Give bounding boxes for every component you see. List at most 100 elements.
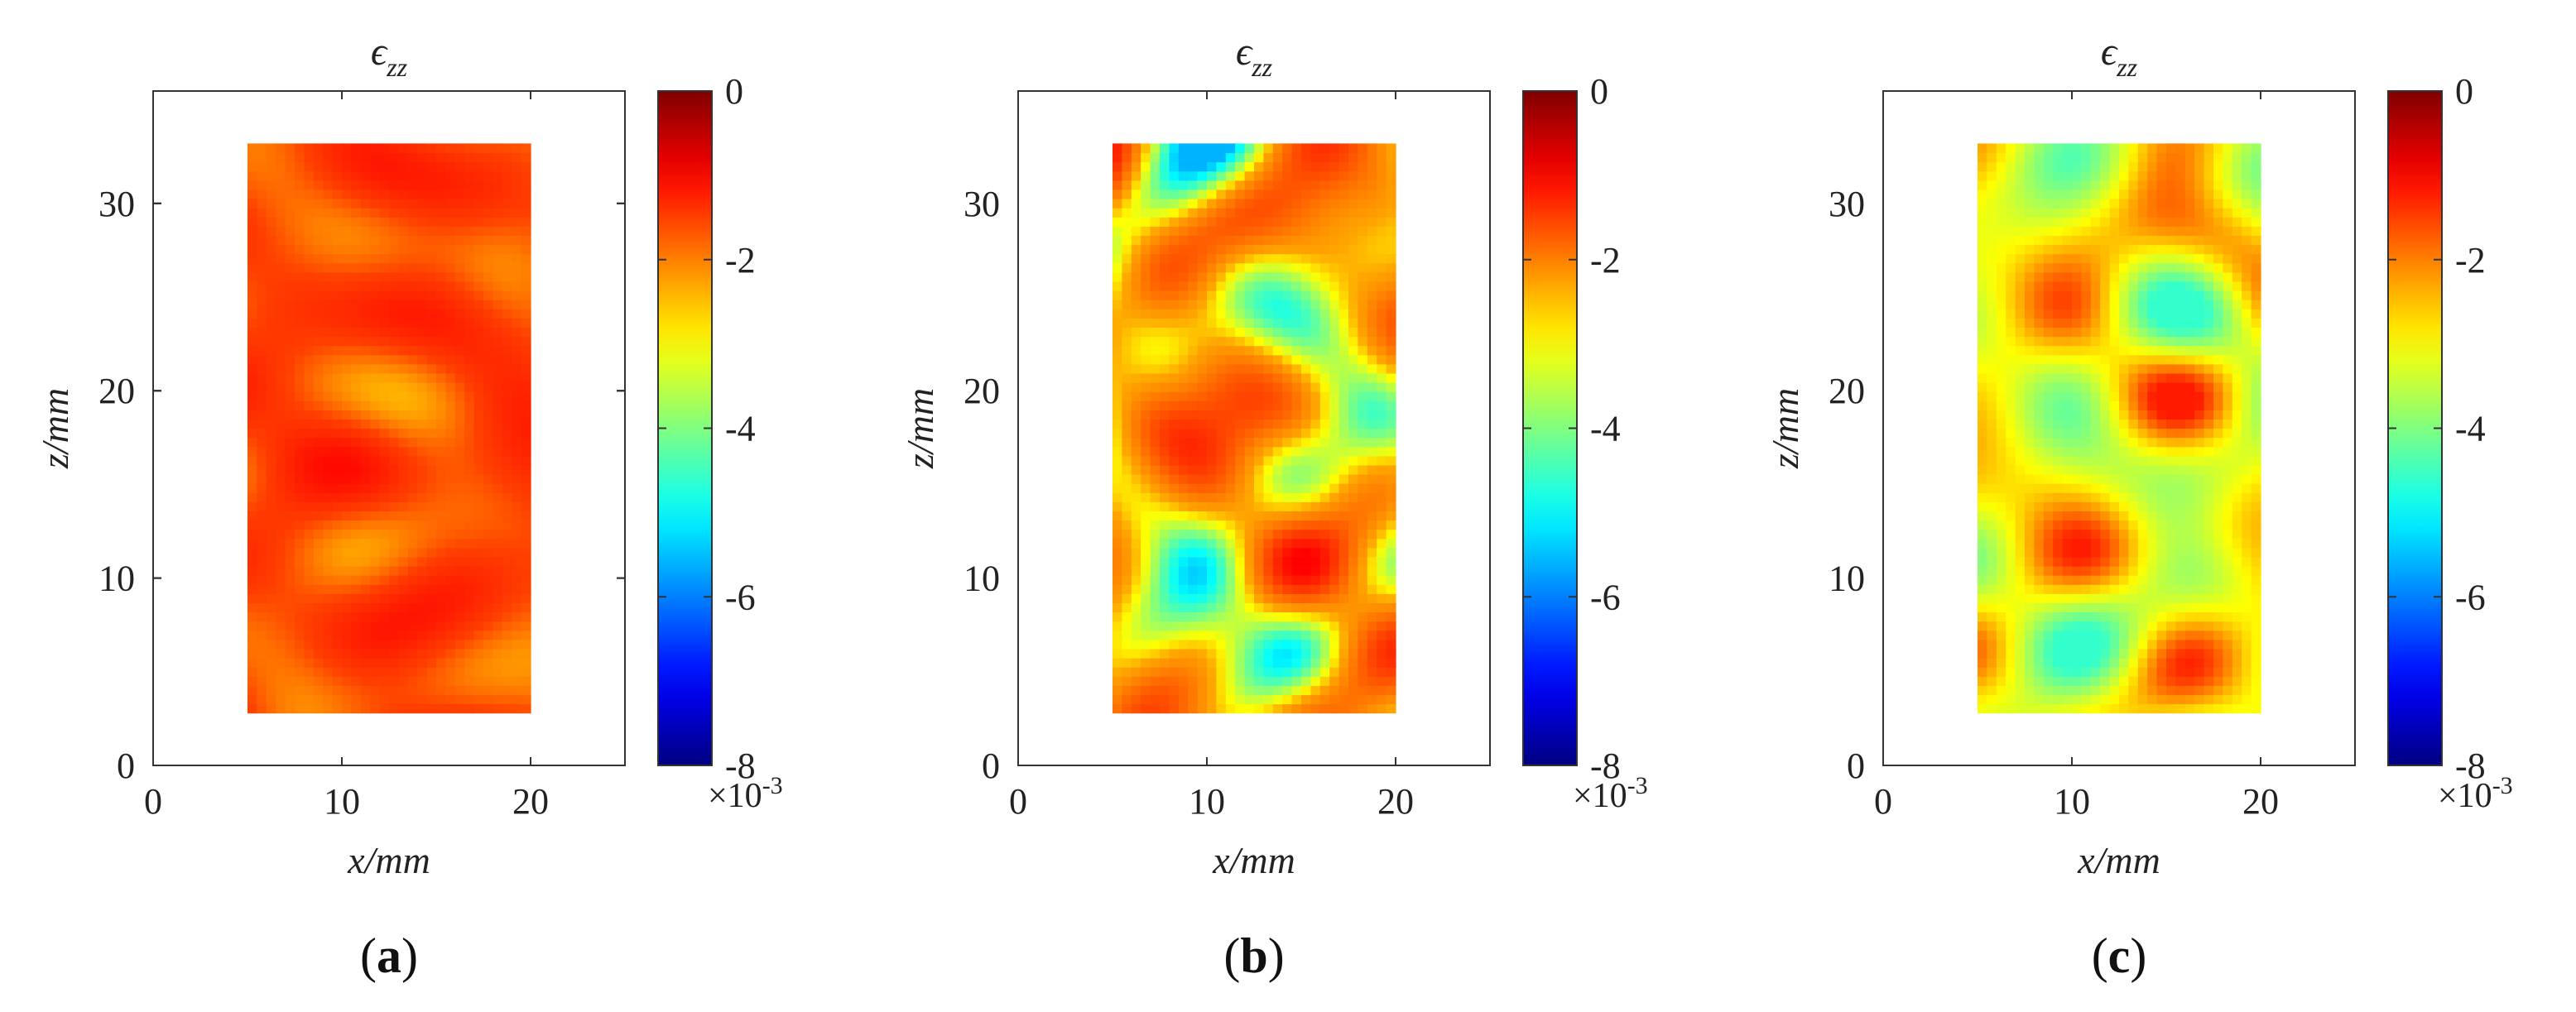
heatmap-cell <box>2109 271 2120 282</box>
heatmap-cell <box>1160 630 1170 640</box>
heatmap-cell <box>1150 217 1161 227</box>
heatmap-cell <box>1996 235 2006 246</box>
heatmap-cell <box>2137 520 2148 530</box>
heatmap-cell <box>1272 271 1283 282</box>
heatmap-cell <box>1386 410 1396 420</box>
heatmap-cell <box>417 556 428 567</box>
heatmap-cell <box>493 667 503 677</box>
heatmap-cell <box>426 464 437 475</box>
heatmap-cell <box>1178 170 1189 181</box>
heatmap-cell <box>1367 253 1377 264</box>
heatmap-cell <box>2034 667 2045 677</box>
heatmap-cell <box>426 593 437 604</box>
heatmap-cell <box>493 152 503 163</box>
heatmap-cell <box>1207 410 1217 420</box>
heatmap-cell <box>1141 198 1151 209</box>
heatmap-cell <box>351 547 362 558</box>
heatmap-cell <box>1207 345 1217 356</box>
heatmap-cell <box>1263 354 1274 365</box>
heatmap-cell <box>2015 428 2026 439</box>
heatmap-cell <box>1122 602 1132 613</box>
heatmap-cell <box>248 566 257 576</box>
heatmap-cell <box>323 639 334 650</box>
heatmap-cell <box>1282 464 1293 475</box>
heatmap-cell <box>342 575 352 585</box>
heatmap-cell <box>445 556 456 567</box>
heatmap-cell <box>1150 630 1161 640</box>
heatmap-cell <box>1386 152 1396 163</box>
heatmap-cell <box>332 648 343 659</box>
heatmap-cell <box>454 281 465 291</box>
heatmap-cell <box>1319 639 1330 650</box>
heatmap-cell <box>2137 226 2148 236</box>
heatmap-cell <box>1141 161 1151 172</box>
heatmap-cell <box>426 271 437 282</box>
heatmap-cell <box>304 419 315 429</box>
heatmap-cell <box>266 244 276 255</box>
heatmap-cell <box>332 492 343 502</box>
heatmap-cell <box>342 161 352 172</box>
heatmap-cell <box>1987 602 1997 613</box>
heatmap-cell <box>1348 556 1358 567</box>
heatmap-cell <box>1207 354 1217 365</box>
heatmap-cell <box>2053 410 2064 420</box>
heatmap-cell <box>1197 281 1208 291</box>
heatmap-cell <box>2043 428 2054 439</box>
heatmap-cell <box>1319 410 1330 420</box>
heatmap-cell <box>2147 327 2158 338</box>
heatmap-cell <box>1235 217 1246 227</box>
heatmap-cell <box>2119 391 2129 401</box>
heatmap-cell <box>1377 309 1387 319</box>
heatmap-cell <box>2053 226 2064 236</box>
heatmap-cell <box>1310 152 1321 163</box>
heatmap-cell <box>1338 281 1349 291</box>
heatmap-cell <box>1272 244 1283 255</box>
heatmap-cell <box>1301 584 1311 594</box>
heatmap-cell <box>2109 198 2120 209</box>
heatmap-cell <box>370 300 381 309</box>
colorbar-multiplier: ×10-3 <box>1573 772 1648 815</box>
heatmap-cell <box>295 381 305 392</box>
heatmap-cell <box>276 290 286 300</box>
heatmap-cell <box>2072 336 2082 347</box>
heatmap-cell <box>473 336 484 347</box>
heatmap-cell <box>454 474 465 484</box>
heatmap-cell <box>1169 327 1180 338</box>
heatmap-cell <box>2100 584 2111 594</box>
heatmap-cell <box>1338 483 1349 493</box>
heatmap-cell <box>1113 354 1122 365</box>
heatmap-cell <box>1188 226 1199 236</box>
heatmap-cell <box>2025 226 2035 236</box>
heatmap-cell <box>370 208 381 218</box>
heatmap-cell <box>1150 300 1161 309</box>
heatmap-cell <box>1367 309 1377 319</box>
heatmap-cell <box>1141 262 1151 273</box>
heatmap-cell <box>2128 446 2139 457</box>
heatmap-cell <box>1254 381 1264 392</box>
heatmap-cell <box>2072 217 2082 227</box>
heatmap-cell <box>1338 602 1349 613</box>
heatmap-cell <box>1254 621 1264 631</box>
heatmap-cell <box>2137 170 2148 181</box>
heatmap-cell <box>1131 520 1141 530</box>
heatmap-cell <box>370 566 381 576</box>
x-tick-label: 10 <box>1189 781 1225 822</box>
heatmap-cell <box>1319 556 1330 567</box>
heatmap-cell <box>360 529 371 540</box>
heatmap-cell <box>1987 336 1997 347</box>
heatmap-cell <box>276 281 286 291</box>
heatmap-cell <box>483 400 493 410</box>
heatmap-cell <box>370 363 381 374</box>
heatmap-cell <box>313 437 324 448</box>
heatmap-cell <box>285 226 296 236</box>
heatmap-cell <box>2072 208 2082 218</box>
heatmap-cell <box>1329 474 1340 484</box>
heatmap-cell <box>1310 180 1321 190</box>
heatmap-cell <box>285 630 296 640</box>
heatmap-cell <box>1987 410 1997 420</box>
heatmap-cell <box>379 271 390 282</box>
heatmap-cell <box>2015 170 2026 181</box>
heatmap-cell <box>1244 556 1255 567</box>
heatmap-cell <box>2025 271 2035 282</box>
heatmap-cell <box>426 262 437 273</box>
